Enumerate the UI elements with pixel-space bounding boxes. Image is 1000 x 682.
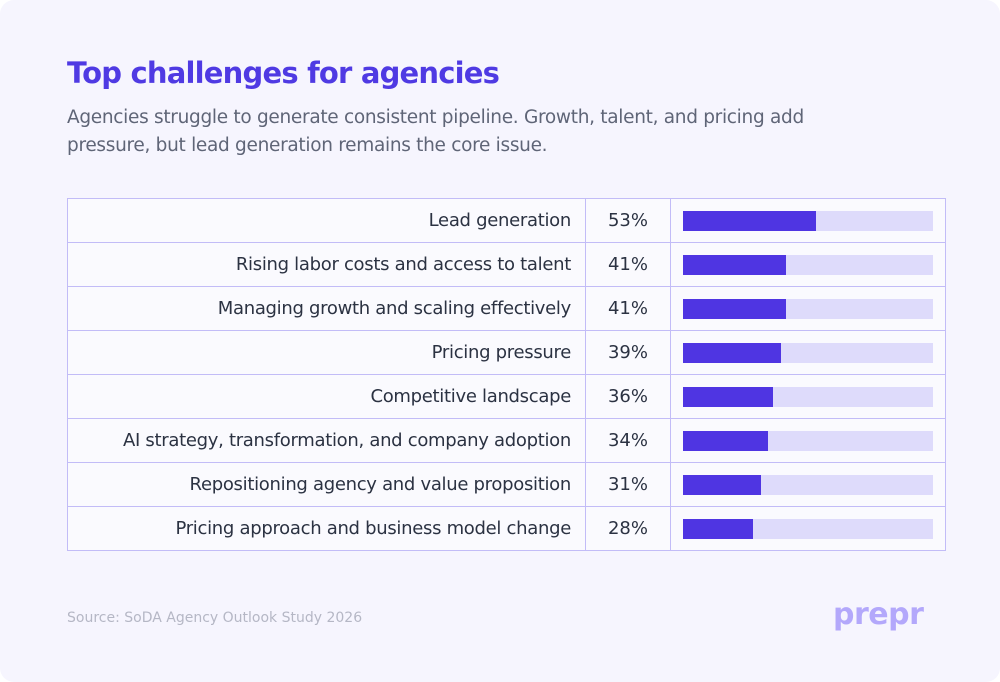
category-label: Repositioning agency and value propositi… <box>67 462 586 507</box>
table-row: AI strategy, transformation, and company… <box>67 418 946 463</box>
bar-cell <box>670 330 946 375</box>
table-row: Competitive landscape 36% <box>67 374 946 419</box>
value-label: 41% <box>585 286 671 331</box>
bar-cell <box>670 462 946 507</box>
bar-track <box>683 430 933 451</box>
category-label: AI strategy, transformation, and company… <box>67 418 586 463</box>
category-label: Competitive landscape <box>67 374 586 419</box>
bar-fill <box>683 210 816 231</box>
bar-cell <box>670 506 946 551</box>
table-row: Rising labor costs and access to talent 4… <box>67 242 946 287</box>
prepr-logo: prepr <box>833 598 925 632</box>
bar-track <box>683 298 933 319</box>
bar-fill <box>683 518 753 539</box>
bar-track <box>683 518 933 539</box>
table-row: Managing growth and scaling effectively 4… <box>67 286 946 331</box>
value-label: 41% <box>585 242 671 287</box>
category-label: Lead generation <box>67 198 586 243</box>
value-label: 31% <box>585 462 671 507</box>
table-row: Lead generation 53% <box>67 198 946 243</box>
bar-track <box>683 210 933 231</box>
bar-track <box>683 386 933 407</box>
value-label: 28% <box>585 506 671 551</box>
value-label: 53% <box>585 198 671 243</box>
bar-fill <box>683 386 773 407</box>
table-row: Repositioning agency and value propositi… <box>67 462 946 507</box>
bar-track <box>683 342 933 363</box>
chart-title: Top challenges for agencies <box>67 56 500 90</box>
category-label: Pricing approach and business model chan… <box>67 506 586 551</box>
value-label: 36% <box>585 374 671 419</box>
source-note: Source: SoDA Agency Outlook Study 2026 <box>67 610 363 626</box>
table-row: Pricing pressure 39% <box>67 330 946 375</box>
value-label: 39% <box>585 330 671 375</box>
challenges-table: Lead generation 53% Rising labor costs and… <box>67 198 946 551</box>
value-label: 34% <box>585 418 671 463</box>
category-label: Pricing pressure <box>67 330 586 375</box>
table-row: Pricing approach and business model chan… <box>67 506 946 551</box>
logo-text: prepr <box>833 598 924 632</box>
bar-cell <box>670 286 946 331</box>
bar-fill <box>683 430 768 451</box>
chart-subtitle: Agencies struggle to generate consistent… <box>67 107 804 156</box>
bar-track <box>683 474 933 495</box>
bar-cell <box>670 374 946 419</box>
bar-cell <box>670 198 946 243</box>
category-label: Rising labor costs and access to talent <box>67 242 586 287</box>
category-label: Managing growth and scaling effectively <box>67 286 586 331</box>
bar-cell <box>670 418 946 463</box>
bar-fill <box>683 298 786 319</box>
bar-cell <box>670 242 946 287</box>
bar-track <box>683 254 933 275</box>
bar-fill <box>683 342 781 363</box>
bar-fill <box>683 254 786 275</box>
bar-fill <box>683 474 761 495</box>
